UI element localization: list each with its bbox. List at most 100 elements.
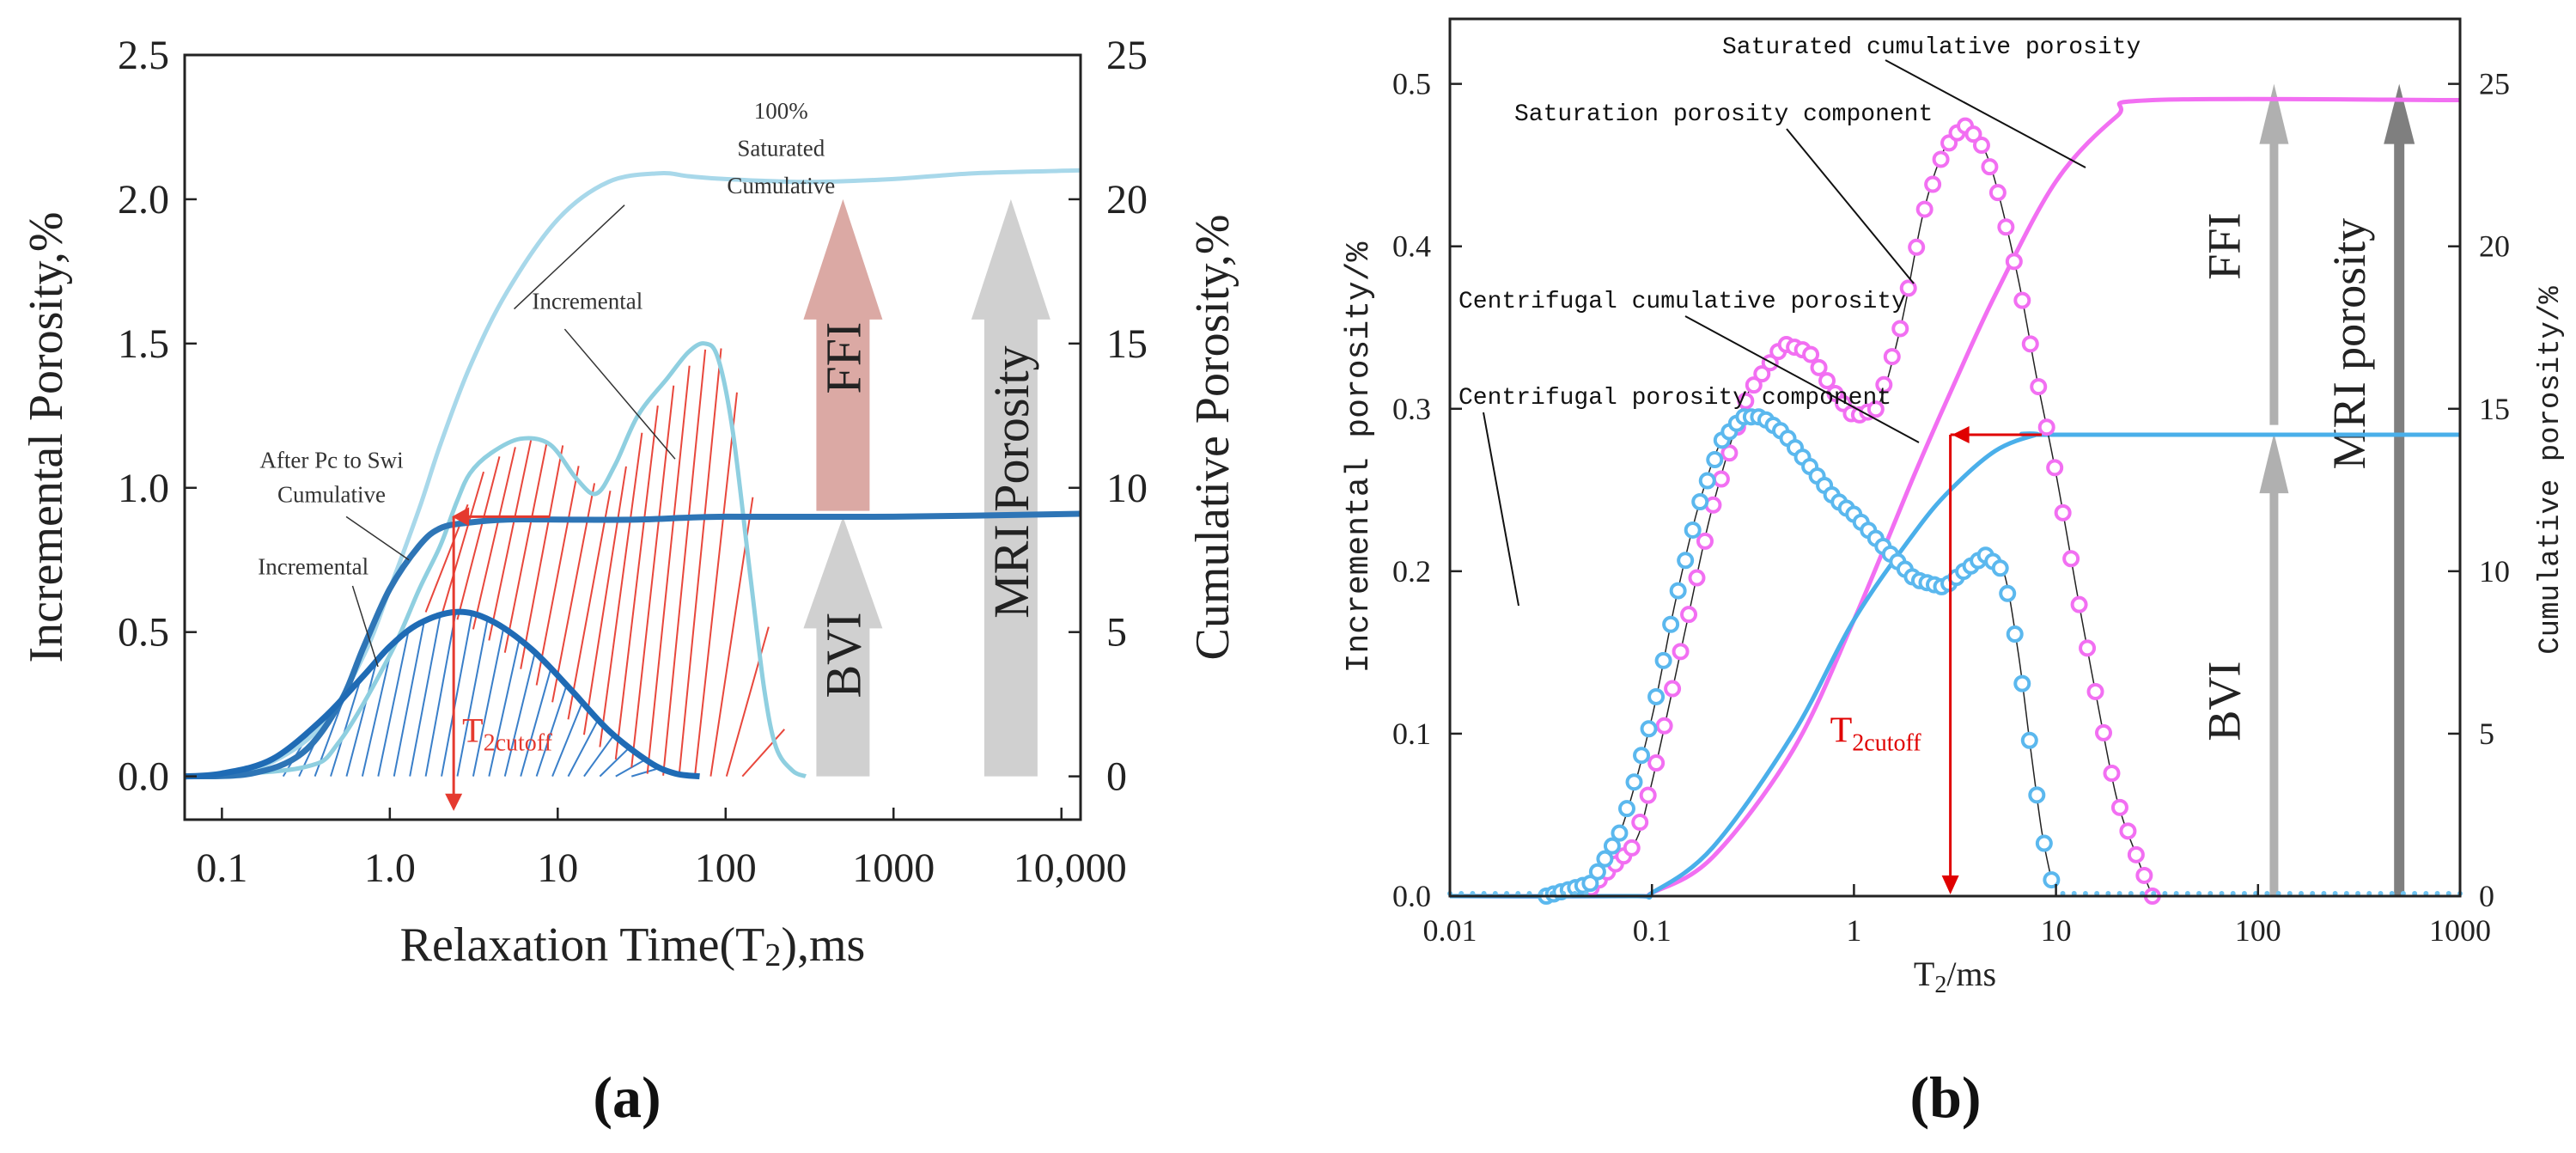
t2cutoff: T2cutoff	[1830, 426, 2042, 894]
y2-tick-label: 5	[2479, 717, 2494, 751]
annotation-cumulative: Cumulative	[727, 173, 835, 198]
x-tick-label: 1	[1846, 913, 1861, 948]
annotation-centrifugal-porosity-component: Centrifugal porosity component	[1459, 385, 1891, 412]
plot-frame	[183, 53, 1082, 821]
hatch-bvi	[393, 621, 425, 777]
series-marker	[2013, 291, 2031, 309]
series-marker	[1603, 837, 1621, 855]
hatch-ffi	[456, 456, 501, 620]
x-axis-label-sub: 2	[764, 937, 781, 973]
y-tick-label: 0.0	[1392, 879, 1431, 913]
series-marker	[1706, 451, 1724, 469]
x-tick-label: 100	[2235, 913, 2281, 948]
leader-line	[1885, 59, 2086, 168]
series-marker	[1720, 444, 1739, 462]
hatch-bvi	[441, 615, 473, 777]
series-marker	[1991, 559, 2009, 577]
series-marker	[2119, 822, 2137, 840]
x-tick-label: 1.0	[364, 845, 416, 891]
series-marker	[2037, 418, 2055, 436]
series-marker	[1691, 493, 1709, 511]
annotation-incremental: Incremental	[532, 289, 642, 314]
series-marker	[1588, 863, 1606, 881]
y-tick-label: 0.4	[1392, 229, 1431, 264]
series-marker	[2043, 871, 2061, 889]
hatch-ffi	[503, 441, 548, 653]
hatch-bvi	[503, 652, 536, 777]
series-marker	[1669, 582, 1687, 600]
annotation-saturated-cumulative-porosity: Saturated cumulative porosity	[1722, 34, 2141, 61]
hatch-bvi	[361, 644, 393, 777]
series-marker	[2070, 595, 2088, 613]
series-100-saturated-cumulative	[184, 168, 1081, 779]
y-tick-label: 0.2	[1392, 554, 1431, 589]
y-tick-label: 0.3	[1392, 392, 1431, 426]
annotation-centrifugal-cumulative-porosity: Centrifugal cumulative porosity	[1459, 289, 1906, 315]
x-tick-label: 0.01	[1423, 913, 1477, 948]
hatch-ffi	[551, 483, 596, 703]
y2-tick-label: 25	[1106, 33, 1148, 78]
series-marker	[1875, 375, 1893, 393]
y-tick-label: 0.1	[1392, 717, 1431, 751]
series-marker	[1617, 800, 1635, 818]
ffi-label: FFI	[815, 322, 871, 394]
arrows-b: FFI BVI MRI porosity	[2198, 83, 2415, 896]
hatch-ffi	[662, 349, 707, 776]
series-saturation-porosity-component	[1582, 117, 2161, 905]
series-marker	[2005, 253, 2023, 271]
t2cutoff-label-sub: 2cutoff	[484, 729, 553, 756]
x-tick-label: 100	[695, 845, 757, 891]
hatch-ffi	[535, 466, 580, 686]
series-marker	[2079, 639, 2097, 657]
t2cutoff-arrowhead	[445, 793, 463, 811]
series-marker	[2035, 834, 2053, 852]
hatch-bvi	[615, 758, 647, 778]
x-tick-label: 1000	[852, 845, 935, 891]
bvi-label: BVI	[2198, 662, 2250, 741]
annotations-a: 100% Saturated Cumulative Incremental After …	[258, 98, 835, 668]
x-axis-label-end: /ms	[1946, 955, 1996, 993]
series-marker	[1611, 824, 1629, 842]
series-marker	[1891, 320, 1909, 338]
series-marker	[1698, 472, 1716, 490]
hatch-ffi	[488, 439, 533, 641]
mri-porosity-arrow	[2384, 83, 2415, 896]
hatch-bvi	[330, 678, 362, 777]
hatch-bvi	[520, 668, 552, 777]
y2-tick-label: 25	[2479, 67, 2510, 101]
series-marker	[1810, 358, 1828, 376]
series-saturated-cumulative-porosity	[1449, 96, 2461, 900]
series-marker	[1867, 400, 1885, 418]
hatch-ffi	[725, 626, 770, 777]
series-marker	[1623, 839, 1641, 857]
series-marker	[1753, 365, 1771, 383]
series-marker	[1999, 584, 2017, 602]
t2cutoff: T2cutoff	[445, 507, 553, 811]
y-tick-label: 1.5	[118, 321, 169, 367]
series-marker	[1662, 615, 1680, 633]
series-marker	[2135, 866, 2153, 884]
x-axis-label: T2/ms	[1914, 955, 1996, 998]
leader-line	[1483, 412, 1519, 607]
t2cutoff-label-main: T	[462, 711, 483, 749]
series-marker	[1633, 747, 1651, 765]
series-marker	[1625, 773, 1643, 791]
y-tick-label: 1.0	[118, 466, 169, 511]
t2cutoff-label-main: T	[1830, 711, 1853, 750]
y2-axis-label: Cumulative Porosity,%	[1186, 214, 1239, 660]
series-marker	[2013, 674, 2031, 692]
leader-line	[345, 515, 410, 561]
t2cutoff-label: T2cutoff	[1830, 711, 1922, 756]
x-axis-label-end: ),ms	[781, 918, 865, 972]
y2-tick-label: 5	[1106, 610, 1127, 656]
x-axis-label-main: T	[1914, 955, 1934, 993]
hatch-ffi	[646, 365, 691, 774]
series-marker	[2103, 765, 2121, 783]
series-marker	[2062, 550, 2080, 568]
hatch-bvi	[456, 619, 489, 777]
series-marker	[1883, 348, 1901, 366]
y-tick-label: 2.0	[118, 177, 169, 223]
x-tick-label: 10	[2041, 913, 2072, 948]
x-tick-label: 0.1	[196, 845, 247, 891]
